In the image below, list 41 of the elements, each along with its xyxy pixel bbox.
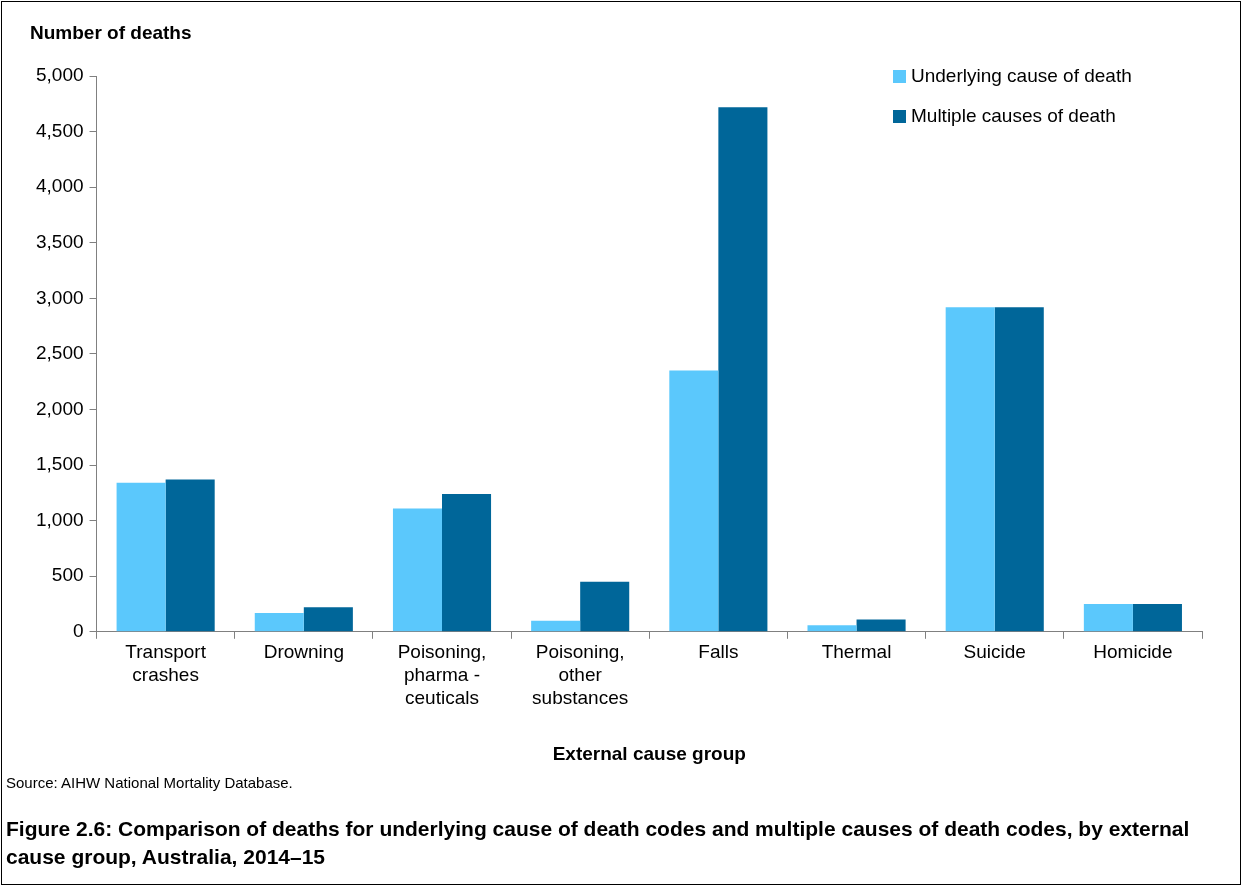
y-tick-label: 500 bbox=[51, 564, 84, 586]
y-tick-label: 0 bbox=[72, 620, 84, 642]
bar bbox=[669, 370, 719, 632]
bar bbox=[994, 307, 1044, 632]
legend-label: Underlying cause of death bbox=[911, 65, 1132, 87]
bar bbox=[116, 482, 166, 632]
y-tick-label: 2,500 bbox=[36, 342, 84, 364]
source-note: Source: AIHW National Mortality Database. bbox=[6, 774, 293, 791]
x-tick-label: Transport crashes bbox=[125, 641, 207, 686]
bar bbox=[442, 493, 492, 632]
bar bbox=[1132, 604, 1182, 632]
text: Figure 2.6: Comparison of deaths for underlying cause of death codes and multiple causes of death codes, by external cause group, Australia, 2014–15 bbox=[6, 816, 1191, 870]
x-tick-label: Homicide bbox=[1093, 641, 1173, 663]
y-tick-label: 1,000 bbox=[36, 508, 84, 530]
x-tick-label: Thermal bbox=[821, 641, 892, 663]
y-tick-label: 4,500 bbox=[36, 119, 84, 141]
bar bbox=[1083, 604, 1133, 632]
bar bbox=[254, 612, 304, 632]
y-tick-label: 3,000 bbox=[36, 286, 84, 308]
bar bbox=[303, 607, 353, 632]
bar bbox=[165, 479, 215, 632]
y-tick-label: 4,000 bbox=[36, 175, 84, 197]
legend-label: Multiple causes of death bbox=[911, 105, 1116, 127]
x-tick-label: Suicide bbox=[963, 641, 1026, 663]
x-axis-title: External cause group bbox=[552, 742, 746, 764]
bar bbox=[531, 620, 581, 632]
x-tick-label: Drowning bbox=[263, 641, 344, 663]
x-tick-label: Poisoning, other substances bbox=[532, 641, 629, 709]
y-tick-label: 5,000 bbox=[36, 64, 84, 86]
bar bbox=[718, 107, 768, 632]
y-tick-label: 2,000 bbox=[36, 397, 84, 419]
bar bbox=[856, 619, 906, 632]
y-tick-label: 3,500 bbox=[36, 230, 84, 252]
bar bbox=[807, 625, 857, 632]
y-tick-label: 1,500 bbox=[36, 453, 84, 475]
x-tick-label: Poisoning, pharma - ceuticals bbox=[397, 641, 487, 709]
x-tick-label: Falls bbox=[698, 641, 739, 663]
y-axis-title: Number of deaths bbox=[30, 22, 192, 44]
bar bbox=[945, 307, 995, 632]
bar bbox=[580, 581, 630, 632]
bar bbox=[392, 508, 442, 632]
